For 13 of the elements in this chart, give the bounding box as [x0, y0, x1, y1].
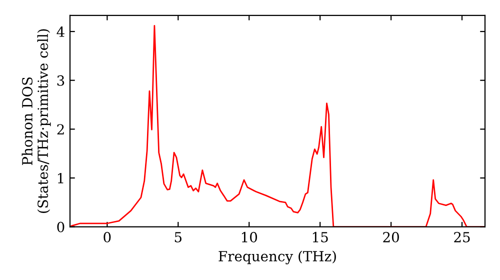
x-tick-label: 0	[104, 232, 111, 242]
x-tick-label: 25	[454, 232, 470, 242]
x-tick-label: 15	[312, 232, 328, 242]
y-axis-title: Phonon DOS (States/THz·primitive cell)	[22, 29, 51, 213]
x-tick-label: 5	[174, 232, 182, 242]
x-tick-label: 10	[242, 232, 258, 242]
x-tick-label: 20	[383, 232, 399, 242]
x-axis-title: Frequency (THz)	[218, 250, 336, 264]
y-tick-label: 3	[57, 75, 64, 86]
y-tick-label: 1	[58, 172, 64, 184]
y-tick-label: 2	[57, 124, 64, 134]
y-tick-label: 0	[57, 222, 64, 232]
y-tick-label: 4	[56, 26, 64, 37]
